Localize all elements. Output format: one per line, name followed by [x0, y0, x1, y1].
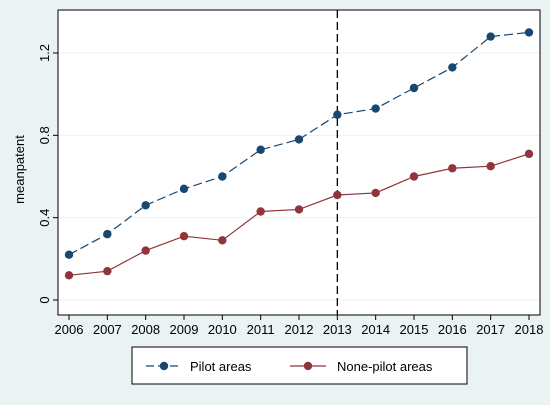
data-point [256, 207, 265, 216]
data-point [103, 266, 112, 276]
series-group [64, 28, 534, 280]
legend-label: None-pilot areas [337, 359, 433, 374]
x-tick-label: 2015 [400, 322, 429, 337]
data-point [371, 104, 380, 113]
data-point [448, 164, 457, 173]
x-tick-label: 2013 [323, 322, 352, 337]
data-point [256, 145, 265, 154]
data-point [103, 229, 112, 239]
legend-swatch-marker [303, 361, 313, 371]
y-axis-title: meanpatent [12, 135, 27, 204]
data-point [486, 162, 495, 171]
x-tick-label: 2006 [55, 322, 84, 337]
data-point [64, 250, 74, 259]
x-tick-label: 2007 [93, 322, 122, 337]
y-tick-label: 1.2 [37, 44, 52, 62]
x-tick-label: 2008 [131, 322, 160, 337]
legend-swatch-marker [159, 361, 169, 371]
data-point [333, 110, 342, 119]
legend-label: Pilot areas [190, 359, 252, 374]
plot-region-background [58, 10, 540, 315]
data-point [179, 231, 189, 241]
data-point [179, 184, 189, 194]
data-point [218, 172, 227, 181]
x-tick-label: 2011 [247, 322, 275, 337]
x-tick-label: 2014 [361, 322, 390, 337]
x-tick-label: 2018 [515, 322, 544, 337]
data-point [294, 205, 304, 214]
x-tick-label: 2016 [438, 322, 467, 337]
series-2 [64, 149, 534, 280]
data-point [218, 236, 227, 245]
data-point [486, 32, 495, 41]
data-point [409, 172, 419, 181]
data-point [448, 63, 457, 72]
data-point [524, 149, 534, 159]
series-1 [64, 28, 534, 259]
x-tick-label: 2012 [285, 322, 314, 337]
y-axis-ticks: 0 0.4 0.8 1.2 [37, 44, 58, 304]
x-axis-ticks: 2006 2007 2008 2009 2010 2011 2012 2013 2014 2015… [55, 315, 544, 337]
data-point [409, 83, 419, 93]
data-point [64, 271, 74, 280]
data-point [524, 28, 534, 37]
data-point [333, 190, 342, 200]
data-point [371, 188, 380, 198]
data-point [294, 135, 304, 144]
y-tick-label: 0 [37, 296, 52, 303]
data-point [141, 246, 150, 255]
y-tick-label: 0.4 [37, 209, 52, 227]
x-tick-label: 2010 [208, 322, 237, 337]
legend: Pilot areas None-pilot areas [131, 346, 468, 385]
data-point [141, 201, 150, 210]
y-tick-label: 0.8 [37, 126, 52, 144]
x-tick-label: 2009 [170, 322, 199, 337]
x-tick-label: 2017 [476, 322, 505, 337]
